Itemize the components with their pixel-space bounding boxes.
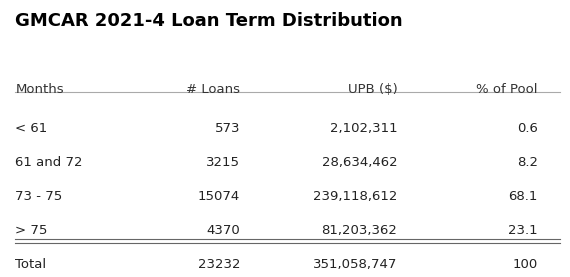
Text: 68.1: 68.1 [508,190,538,203]
Text: > 75: > 75 [15,224,48,237]
Text: 23232: 23232 [198,258,240,271]
Text: 2,102,311: 2,102,311 [329,122,397,135]
Text: 8.2: 8.2 [517,156,538,169]
Text: 28,634,462: 28,634,462 [321,156,397,169]
Text: Total: Total [15,258,47,271]
Text: UPB ($): UPB ($) [348,83,397,96]
Text: 15074: 15074 [198,190,240,203]
Text: GMCAR 2021-4 Loan Term Distribution: GMCAR 2021-4 Loan Term Distribution [15,12,403,30]
Text: < 61: < 61 [15,122,48,135]
Text: Months: Months [15,83,64,96]
Text: 73 - 75: 73 - 75 [15,190,63,203]
Text: 61 and 72: 61 and 72 [15,156,83,169]
Text: 351,058,747: 351,058,747 [313,258,397,271]
Text: 573: 573 [214,122,240,135]
Text: 3215: 3215 [206,156,240,169]
Text: 23.1: 23.1 [508,224,538,237]
Text: 4370: 4370 [206,224,240,237]
Text: 0.6: 0.6 [517,122,538,135]
Text: 100: 100 [512,258,538,271]
Text: # Loans: # Loans [186,83,240,96]
Text: 239,118,612: 239,118,612 [313,190,397,203]
Text: % of Pool: % of Pool [477,83,538,96]
Text: 81,203,362: 81,203,362 [321,224,397,237]
